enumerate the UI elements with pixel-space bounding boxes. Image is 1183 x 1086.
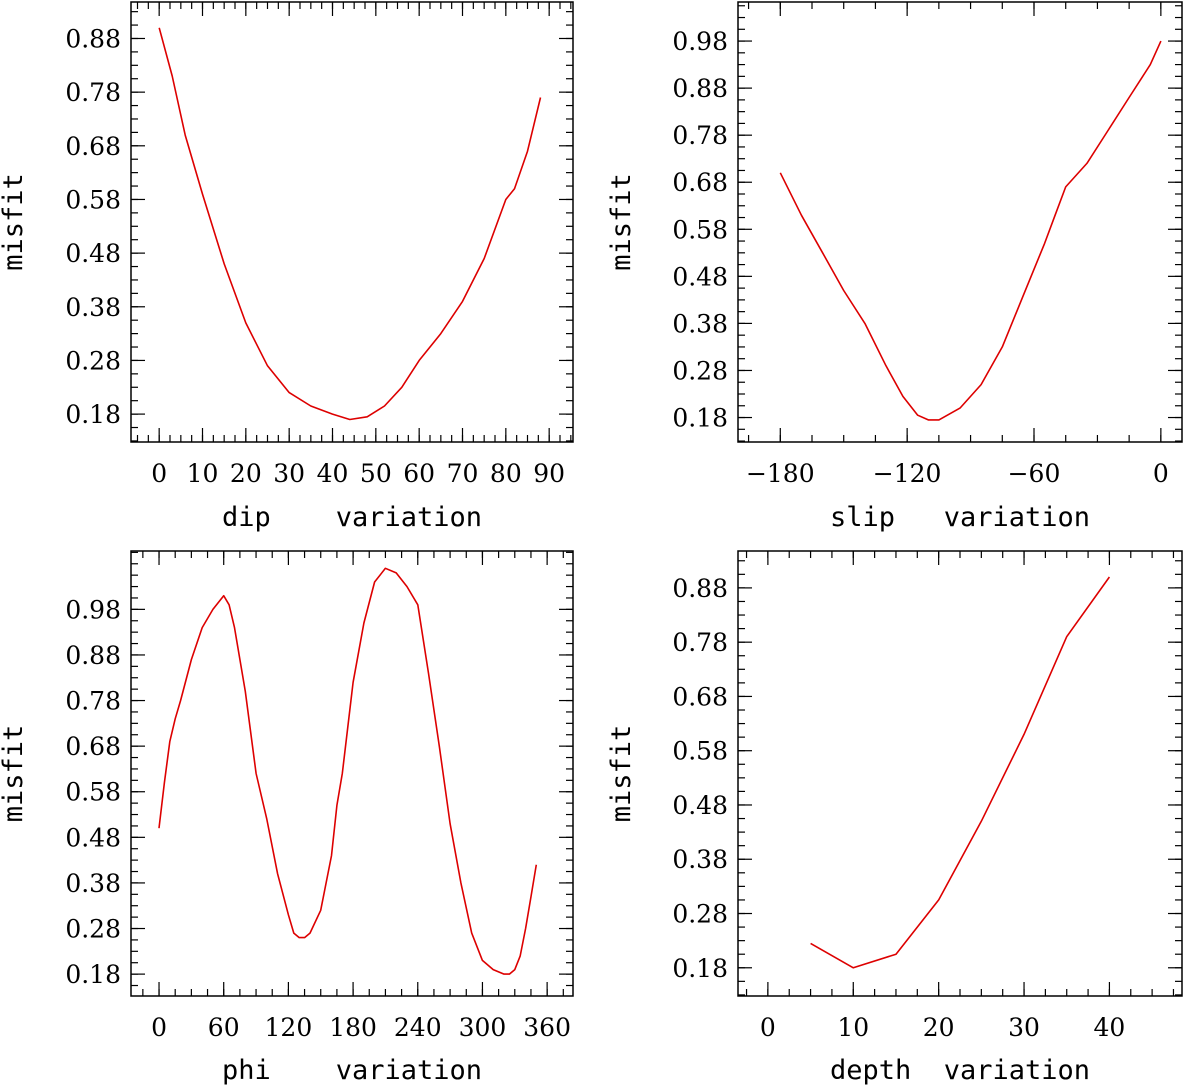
x-tick-label: 0	[151, 459, 167, 488]
x-tick-label: 90	[533, 459, 565, 488]
y-tick-label: 0.88	[65, 641, 121, 670]
y-tick-label: 0.58	[672, 737, 728, 766]
y-tick-label: 0.68	[672, 168, 728, 197]
plot-frame	[737, 550, 1183, 997]
y-axis-title: misfit	[606, 725, 637, 823]
x-tick-label: 40	[317, 459, 349, 488]
y-tick-label: 0.68	[672, 682, 728, 711]
dip-variation-panel: 0 10 20 30 40 50 60 70 80 90 0.18 0.28 0.38 0.48 0.58 0…	[0, 1, 574, 533]
x-axis-title: slip variation	[830, 502, 1090, 533]
x-tick-label: 80	[490, 459, 522, 488]
y-tick-label: 0.98	[65, 595, 121, 624]
x-tick-label: 40	[1094, 1013, 1126, 1042]
x-tick-label: 60	[403, 459, 435, 488]
y-axis-title: misfit	[0, 725, 29, 823]
y-tick-label: 0.78	[65, 78, 121, 107]
y-tick-label: 0.78	[65, 687, 121, 716]
y-tick-label: 0.38	[672, 845, 728, 874]
y-tick-label: 0.48	[65, 823, 121, 852]
y-tick-label: 0.18	[65, 960, 121, 989]
plot-frame	[130, 1, 574, 443]
x-tick-label: 0	[151, 1013, 167, 1042]
y-tick-label: 0.38	[65, 869, 121, 898]
x-axis-title: depth variation	[830, 1055, 1090, 1086]
y-tick-label: 0.98	[672, 27, 728, 56]
x-tick-label: 60	[208, 1013, 240, 1042]
y-tick-label: 0.88	[65, 24, 121, 53]
y-tick-label: 0.78	[672, 121, 728, 150]
x-tick-label: 70	[447, 459, 479, 488]
y-tick-label: 0.58	[65, 778, 121, 807]
x-tick-label: 50	[360, 459, 392, 488]
misfit-line	[158, 567, 538, 975]
y-tick-label: 0.38	[65, 293, 121, 322]
x-tick-label: 240	[394, 1013, 442, 1042]
misfit-line	[158, 27, 542, 421]
phi-variation-panel: 0 60 120 180 240 300 360 0.18 0.28 0.38 0.48 0.58 0.…	[0, 550, 574, 1086]
y-tick-label: 0.48	[65, 239, 121, 268]
y-tick-label: 0.18	[65, 400, 121, 429]
x-axis-title: phi variation	[222, 1055, 482, 1086]
x-axis-title: dip variation	[222, 502, 482, 533]
x-tick-label: −60	[1008, 459, 1061, 488]
y-tick-label: 0.78	[672, 628, 728, 657]
y-tick-label: 0.58	[672, 215, 728, 244]
x-tick-label: 10	[837, 1013, 869, 1042]
x-tick-label: 10	[187, 459, 219, 488]
x-tick-label: −180	[746, 459, 815, 488]
misfit-line	[779, 40, 1162, 421]
x-tick-label: −120	[873, 459, 942, 488]
y-tick-label: 0.88	[672, 574, 728, 603]
plot-frame	[737, 1, 1183, 443]
x-tick-label: 20	[230, 459, 262, 488]
x-tick-label: 180	[329, 1013, 377, 1042]
y-tick-label: 0.68	[65, 132, 121, 161]
x-tick-label: 30	[1008, 1013, 1040, 1042]
x-tick-label: 30	[273, 459, 305, 488]
y-tick-label: 0.28	[65, 346, 121, 375]
y-tick-label: 0.48	[672, 791, 728, 820]
x-tick-label: 300	[459, 1013, 507, 1042]
x-tick-label: 120	[265, 1013, 313, 1042]
plot-frame	[130, 550, 574, 997]
y-tick-label: 0.28	[672, 356, 728, 385]
x-tick-label: 360	[523, 1013, 571, 1042]
y-tick-label: 0.18	[672, 404, 728, 433]
y-tick-label: 0.88	[672, 74, 728, 103]
y-tick-label: 0.48	[672, 262, 728, 291]
y-tick-label: 0.18	[672, 954, 728, 983]
y-axis-title: misfit	[606, 173, 637, 271]
y-tick-label: 0.58	[65, 185, 121, 214]
y-tick-label: 0.28	[672, 900, 728, 929]
x-tick-label: 20	[923, 1013, 955, 1042]
depth-variation-panel: 0 10 20 30 40 0.18 0.28 0.38 0.48 0.58 0.68 0.78 0.8…	[606, 550, 1183, 1086]
x-tick-label: 0	[1153, 459, 1169, 488]
y-axis-title: misfit	[0, 173, 29, 271]
y-tick-label: 0.68	[65, 732, 121, 761]
y-tick-label: 0.28	[65, 915, 121, 944]
misfit-line	[810, 576, 1111, 969]
x-tick-label: 0	[760, 1013, 776, 1042]
y-tick-label: 0.38	[672, 309, 728, 338]
slip-variation-panel: −180 −120 −60 0 0.18 0.28 0.38 0.48 0.58 0.68 0.78…	[606, 1, 1183, 533]
